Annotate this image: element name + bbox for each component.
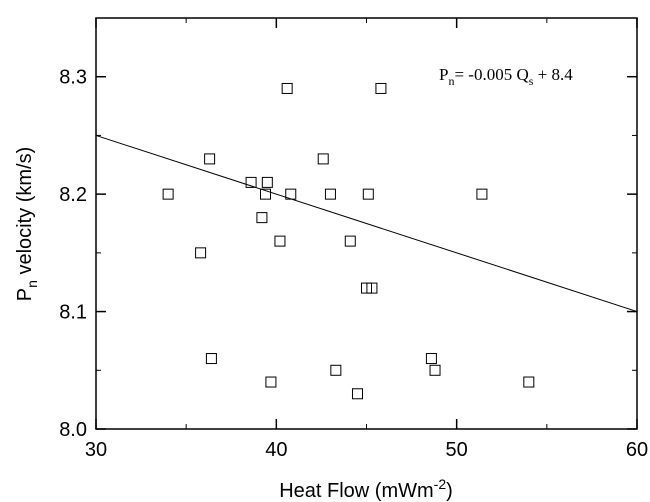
data-point	[324, 188, 336, 200]
y-axis-label-tail: velocity (km/s)	[14, 147, 36, 280]
data-point	[281, 82, 293, 94]
data-point	[366, 282, 378, 294]
data-point	[523, 376, 535, 388]
data-point	[476, 188, 488, 200]
data-point	[260, 188, 272, 200]
data-point	[330, 364, 342, 376]
data-point	[285, 188, 297, 200]
data-point	[344, 235, 356, 247]
equation-mid: = -0.005 Q	[454, 65, 528, 84]
equation-p-sub: n	[448, 74, 454, 88]
data-point	[261, 176, 273, 188]
y-axis-label-sub: n	[24, 280, 40, 288]
equation-annotation: Pn= -0.005 Qs + 8.4	[439, 65, 573, 88]
x-axis-label-sup: -2	[434, 476, 447, 492]
data-point	[429, 364, 441, 376]
y-tick-label: 8.2	[59, 184, 87, 206]
y-axis-label: Pn velocity (km/s)	[14, 147, 40, 301]
y-axis-label-base: P	[14, 288, 36, 301]
data-point	[375, 82, 387, 94]
tick-labels: 30 40 50 60 8.0 8.1 8.2 8.3	[59, 67, 648, 461]
x-tick-label: 60	[626, 439, 648, 461]
data-point	[274, 235, 286, 247]
y-tick-label: 8.3	[59, 67, 87, 89]
data-points	[162, 82, 535, 400]
axis-ticks	[95, 17, 638, 430]
x-axis-label-base: Heat Flow (mWm	[279, 480, 433, 502]
y-tick-label: 8.1	[59, 302, 87, 324]
regression-line	[95, 134, 638, 313]
data-point	[205, 353, 217, 365]
x-tick-label: 50	[446, 439, 468, 461]
data-point	[204, 153, 216, 165]
data-point	[256, 212, 268, 224]
data-point	[195, 247, 207, 259]
x-axis-label-tail: )	[446, 480, 453, 502]
x-tick-label: 40	[265, 439, 287, 461]
data-point	[362, 188, 374, 200]
x-axis-label: Heat Flow (mWm-2)	[279, 476, 453, 502]
equation-q-sub: s	[529, 74, 534, 88]
data-point	[425, 353, 437, 365]
data-point	[317, 153, 329, 165]
equation-tail: + 8.4	[533, 65, 573, 84]
data-point	[245, 176, 257, 188]
data-point	[265, 376, 277, 388]
x-tick-label: 30	[85, 439, 107, 461]
data-point	[162, 188, 174, 200]
y-tick-label: 8.0	[59, 419, 87, 441]
data-point	[351, 388, 363, 400]
equation-p: P	[439, 65, 448, 84]
